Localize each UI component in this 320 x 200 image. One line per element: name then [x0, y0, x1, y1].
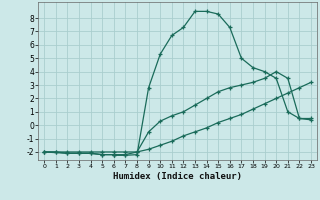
X-axis label: Humidex (Indice chaleur): Humidex (Indice chaleur) — [113, 172, 242, 181]
